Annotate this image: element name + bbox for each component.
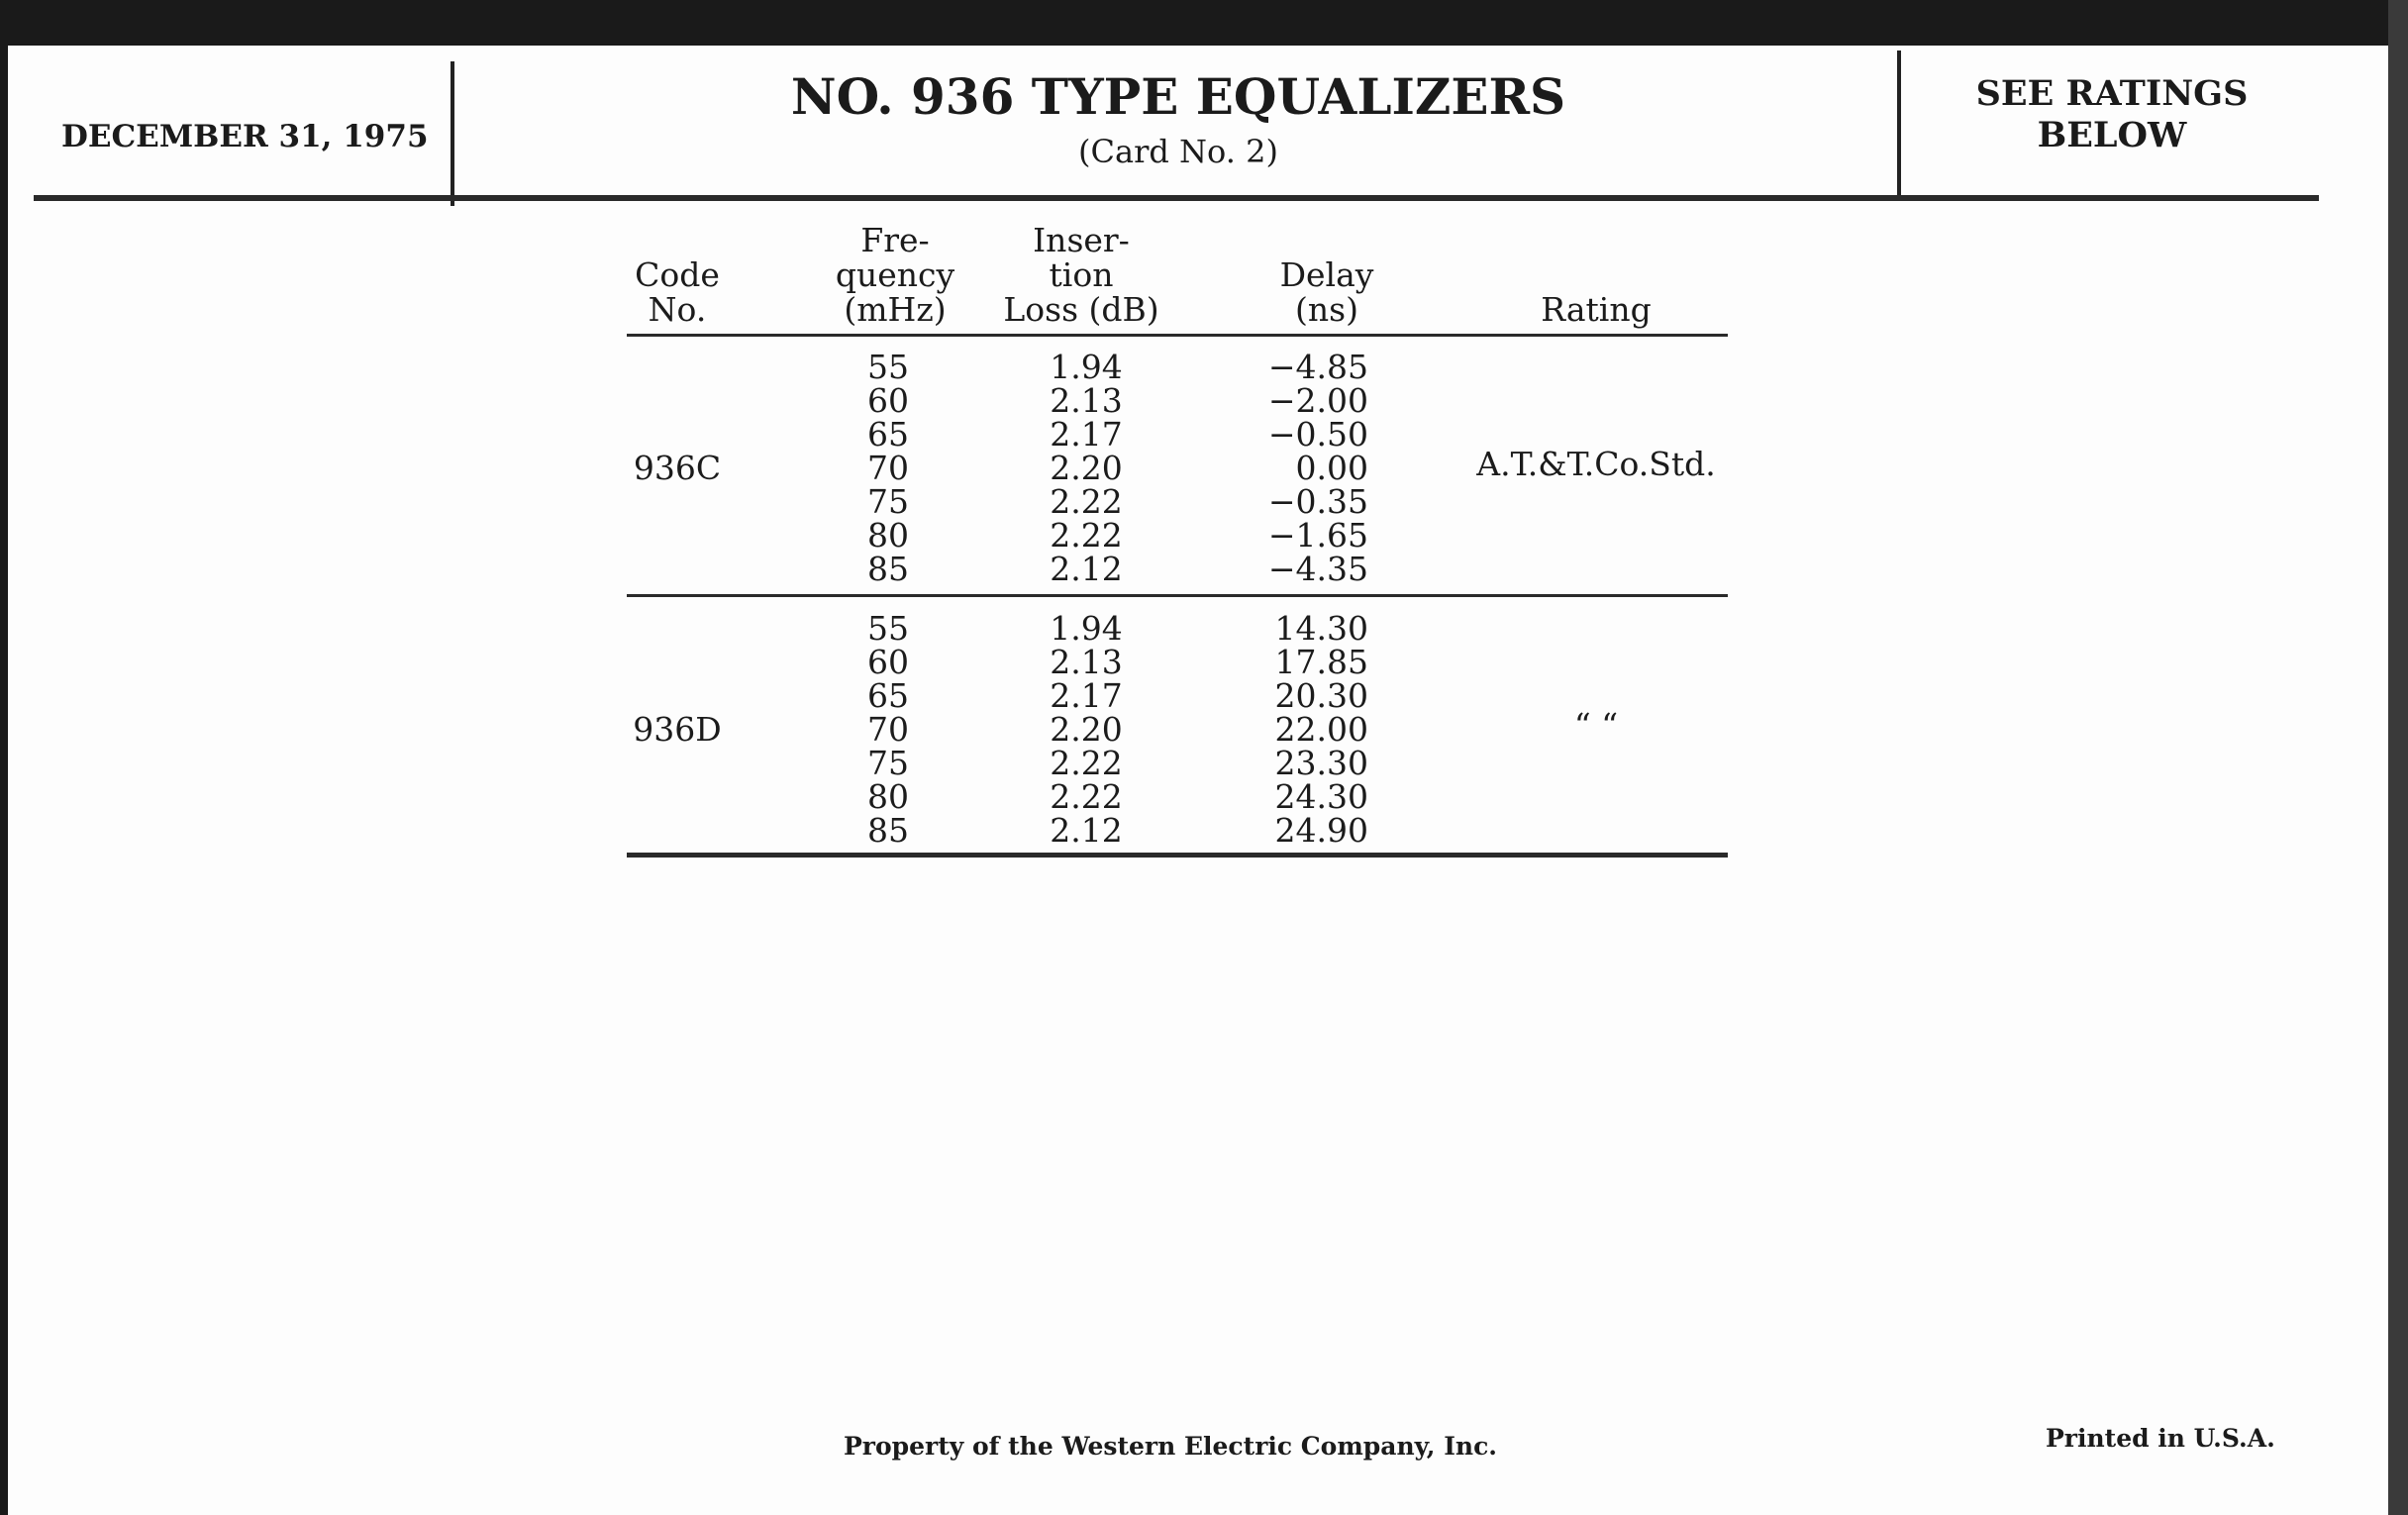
column-header-line: Loss (dB) [1003, 290, 1159, 329]
frequency-cell: 70 [867, 710, 909, 749]
frequency-cell: 55 [867, 609, 909, 648]
loss-cell: 2.22 [1050, 777, 1123, 816]
delay-cell: −1.65 [1267, 516, 1368, 555]
column-header: Rating [1541, 292, 1651, 327]
ratings-note: SEE RATINGS BELOW [1976, 73, 2249, 156]
delay-cell: 24.90 [1274, 811, 1368, 850]
frequency-cell: 75 [867, 482, 909, 521]
delay-cell: −4.35 [1267, 550, 1368, 588]
loss-cell: 2.12 [1050, 550, 1123, 588]
delay-cell: 22.00 [1274, 710, 1368, 749]
card-date: DECEMBER 31, 1975 [61, 119, 429, 154]
printed-notice: Printed in U.S.A. [2046, 1424, 2275, 1453]
column-header: Code No. [635, 257, 720, 327]
delay-cell: 17.85 [1274, 643, 1368, 681]
frequency-cell: 65 [867, 676, 909, 715]
divider-left [451, 61, 454, 206]
card-subtitle: (Card No. 2) [1078, 133, 1278, 170]
ratings-note-line1: SEE RATINGS [1975, 73, 2249, 114]
rating-cell: A.T.&T.Co.Std. [1476, 445, 1716, 483]
loss-cell: 2.22 [1050, 744, 1123, 782]
frequency-cell: 70 [867, 449, 909, 487]
loss-cell: 2.22 [1050, 516, 1123, 555]
frequency-cell: 55 [867, 348, 909, 386]
frequency-cell: 85 [867, 811, 909, 850]
delay-cell: −0.50 [1267, 415, 1368, 454]
loss-cell: 2.12 [1050, 811, 1123, 850]
column-header: Inser-tion Loss (dB) [1003, 223, 1158, 327]
loss-cell: 2.20 [1050, 449, 1123, 487]
delay-cell: 20.30 [1274, 676, 1368, 715]
group-divider [627, 594, 1728, 597]
frequency-cell: 85 [867, 550, 909, 588]
rating-cell: “ “ [1573, 706, 1619, 745]
column-header-line: Fre- [860, 221, 930, 259]
ratings-note-line2: BELOW [2037, 115, 2187, 155]
property-notice: Property of the Western Electric Company… [843, 1432, 1498, 1461]
column-header-line: Delay [1279, 255, 1374, 294]
table-bottom-rule [627, 853, 1728, 858]
header-rule [34, 195, 2319, 201]
card-title: NO. 936 TYPE EQUALIZERS [790, 67, 1566, 126]
column-header: Delay (ns) [1280, 257, 1374, 327]
column-header-line: Code [635, 255, 720, 294]
loss-cell: 2.13 [1050, 643, 1123, 681]
code-cell: 936D [633, 710, 722, 749]
delay-cell: 24.30 [1274, 777, 1368, 816]
delay-cell: −2.00 [1267, 381, 1368, 420]
frequency-cell: 60 [867, 643, 909, 681]
frequency-cell: 75 [867, 744, 909, 782]
loss-cell: 2.20 [1050, 710, 1123, 749]
delay-cell: 0.00 [1295, 449, 1368, 487]
column-header-line: Rating [1541, 290, 1652, 329]
loss-cell: 2.22 [1050, 482, 1123, 521]
loss-cell: 1.94 [1050, 348, 1123, 386]
card [8, 46, 2388, 1515]
scan-edge [2388, 0, 2408, 1515]
loss-cell: 2.17 [1050, 415, 1123, 454]
loss-cell: 1.94 [1050, 609, 1123, 648]
frequency-cell: 80 [867, 777, 909, 816]
column-header: Fre-quency (mHz) [836, 223, 954, 327]
column-header-line: tion [1049, 255, 1114, 294]
column-header-line: (mHz) [844, 290, 947, 329]
code-cell: 936C [633, 449, 722, 487]
frequency-cell: 60 [867, 381, 909, 420]
delay-cell: 23.30 [1274, 744, 1368, 782]
delay-cell: −4.85 [1267, 348, 1368, 386]
column-header-line: (ns) [1295, 290, 1358, 329]
loss-cell: 2.17 [1050, 676, 1123, 715]
divider-right [1897, 50, 1901, 195]
delay-cell: −0.35 [1267, 482, 1368, 521]
header-bottom-rule [627, 334, 1728, 337]
column-header-line: quency [835, 255, 955, 294]
column-header-line: Inser- [1033, 221, 1130, 259]
frequency-cell: 80 [867, 516, 909, 555]
delay-cell: 14.30 [1274, 609, 1368, 648]
loss-cell: 2.13 [1050, 381, 1123, 420]
frequency-cell: 65 [867, 415, 909, 454]
column-header-line: No. [648, 290, 707, 329]
